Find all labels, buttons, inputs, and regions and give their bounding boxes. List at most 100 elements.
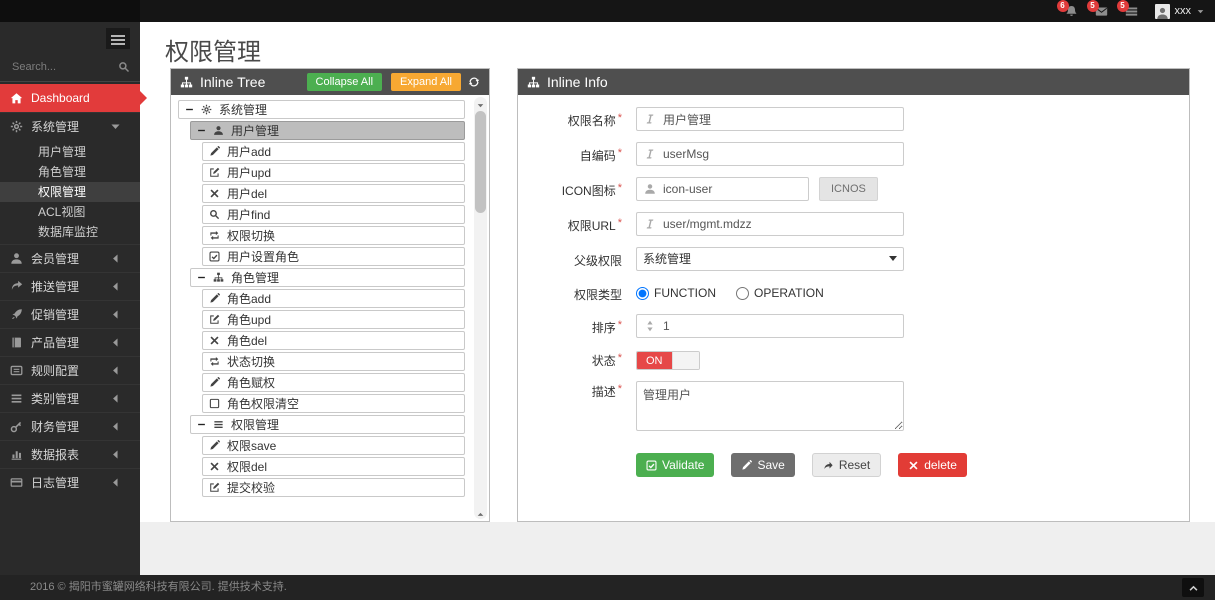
avatar	[1154, 3, 1170, 19]
sidebar-menu: Dashboard 系统管理用户管理角色管理权限管理 ACL视图数据库监控会员管理推…	[0, 84, 147, 496]
italic-icon	[644, 218, 656, 230]
tree-panel-header: Inline Tree Collapse All Expand All	[171, 69, 489, 95]
sidebar-subitem[interactable]: 角色管理	[38, 165, 87, 179]
reset-button[interactable]: Reset	[811, 453, 882, 477]
sidebar-item-report[interactable]: 数据报表	[0, 440, 140, 468]
permission-url-input[interactable]	[636, 212, 904, 236]
footer: 2016 © 揭阳市蜜罐网络科技有限公司. 提供技术支持.	[0, 575, 1215, 600]
sidebar-toggle-button[interactable]	[106, 28, 130, 49]
tree-node[interactable]: 权限save	[202, 436, 465, 455]
icnos-button[interactable]: ICNOS	[819, 177, 878, 201]
tree-node[interactable]: 角色upd	[202, 310, 465, 329]
permission-form: 权限名称 自编码 ICON图标 ICNOS	[518, 95, 1189, 477]
status-toggle[interactable]: ON	[636, 351, 700, 370]
info-panel-title: Inline Info	[547, 74, 608, 90]
tree-node[interactable]: 权限切换	[202, 226, 465, 245]
tree-node[interactable]: 角色赋权	[202, 373, 465, 392]
sort-input[interactable]	[636, 314, 904, 338]
tree-icon	[180, 76, 193, 89]
refresh-icon	[468, 76, 480, 88]
tree-node[interactable]: 用户add	[202, 142, 465, 161]
icon-label: ICON图标	[518, 177, 622, 199]
reply-arrow-icon	[823, 460, 834, 471]
info-panel-header: Inline Info	[518, 69, 1189, 95]
tree-node[interactable]: 提交校验	[202, 478, 465, 497]
active-arrow	[140, 91, 147, 105]
tree-node[interactable]: 用户设置角色	[202, 247, 465, 266]
tree-node[interactable]: 权限del	[202, 457, 465, 476]
collapse-all-button[interactable]: Collapse All	[306, 73, 383, 91]
scroll-down-arrow[interactable]	[474, 506, 487, 519]
tree-node[interactable]: 角色管理	[190, 268, 465, 287]
content-background	[140, 522, 1215, 575]
sidebar-item-dashboard[interactable]: Dashboard	[0, 84, 147, 112]
pencil-icon	[741, 460, 752, 471]
sidebar-item-member[interactable]: 会员管理	[0, 244, 140, 272]
delete-button[interactable]: delete	[898, 453, 967, 477]
toggle-handle	[671, 352, 699, 369]
sidebar-subitem[interactable]: 数据库监控	[38, 225, 99, 239]
tree-node[interactable]: 角色权限清空	[202, 394, 465, 413]
radio-function[interactable]: FUNCTION	[636, 286, 716, 300]
desc-label: 描述	[518, 381, 622, 400]
search-icon[interactable]	[118, 59, 130, 74]
tree-node[interactable]: 角色add	[202, 289, 465, 308]
inline-info-panel: Inline Info 权限名称 自编码 ICON图标	[517, 68, 1190, 522]
sidebar-item-log[interactable]: 日志管理	[0, 468, 140, 496]
name-label: 权限名称	[518, 107, 622, 129]
tree-node[interactable]: 系统管理	[178, 100, 465, 119]
sidebar-item-product[interactable]: 产品管理	[0, 328, 140, 356]
page-title: 权限管理	[165, 39, 261, 66]
notification-area: 6 5 5	[1056, 0, 1138, 18]
sidebar-submenu: 用户管理角色管理权限管理 ACL视图数据库监控	[0, 140, 140, 244]
italic-icon	[644, 148, 656, 160]
scrollbar-thumb[interactable]	[475, 111, 486, 213]
envelope-icon[interactable]: 5	[1086, 0, 1108, 18]
scroll-up-arrow[interactable]	[474, 97, 487, 110]
tree-node[interactable]: 状态切换	[202, 352, 465, 371]
permission-name-input[interactable]	[636, 107, 904, 131]
sidebar-item-category[interactable]: 类别管理	[0, 384, 140, 412]
expand-all-button[interactable]: Expand All	[391, 73, 461, 91]
code-input[interactable]	[636, 142, 904, 166]
save-button[interactable]: Save	[731, 453, 795, 477]
tree-node[interactable]: 权限管理	[190, 415, 465, 434]
search-input[interactable]	[10, 59, 118, 74]
tasks-icon[interactable]: 5	[1116, 0, 1138, 18]
tree-node[interactable]: 角色del	[202, 331, 465, 350]
description-textarea[interactable]: 管理用户	[636, 381, 904, 431]
sidebar-item-promo[interactable]: 促销管理	[0, 300, 140, 328]
sort-label: 排序	[518, 314, 622, 336]
user-menu[interactable]: xxx	[1154, 3, 1206, 19]
chevron-down-icon	[1196, 7, 1205, 16]
tree-node[interactable]: 用户del	[202, 184, 465, 203]
sidebar-subitem[interactable]: ACL视图	[38, 205, 86, 219]
bell-icon[interactable]: 6	[1056, 0, 1078, 18]
notification-badge: 5	[1116, 0, 1129, 12]
notification-badge: 5	[1086, 0, 1099, 12]
tree-node[interactable]: 用户find	[202, 205, 465, 224]
sidebar-subitem[interactable]: 权限管理	[0, 182, 140, 202]
sidebar-item-system[interactable]: 系统管理	[0, 112, 140, 140]
code-label: 自编码	[518, 142, 622, 164]
check-square-icon	[646, 460, 657, 471]
parent-permission-select[interactable]: 系统管理	[636, 247, 904, 271]
refresh-button[interactable]	[468, 76, 480, 88]
url-label: 权限URL	[518, 212, 622, 234]
tree-scrollbar[interactable]	[474, 97, 487, 519]
status-label: 状态	[518, 349, 622, 369]
radio-operation[interactable]: OPERATION	[736, 286, 824, 300]
tree-node[interactable]: 用户管理	[190, 121, 465, 140]
top-navbar: 6 5 5 xxx	[0, 0, 1215, 22]
icon-input[interactable]	[636, 177, 809, 201]
back-to-top-button[interactable]	[1182, 578, 1204, 597]
validate-button[interactable]: Validate	[636, 453, 715, 477]
inline-tree-panel: Inline Tree Collapse All Expand All 系统管理…	[170, 68, 490, 522]
notification-badge: 6	[1056, 0, 1069, 12]
tree-node[interactable]: 用户upd	[202, 163, 465, 182]
logo-area	[0, 0, 140, 22]
sidebar-item-rule[interactable]: 规则配置	[0, 356, 140, 384]
sidebar-item-push[interactable]: 推送管理	[0, 272, 140, 300]
sidebar-subitem[interactable]: 用户管理	[38, 145, 87, 159]
sidebar-item-finance[interactable]: 财务管理	[0, 412, 140, 440]
